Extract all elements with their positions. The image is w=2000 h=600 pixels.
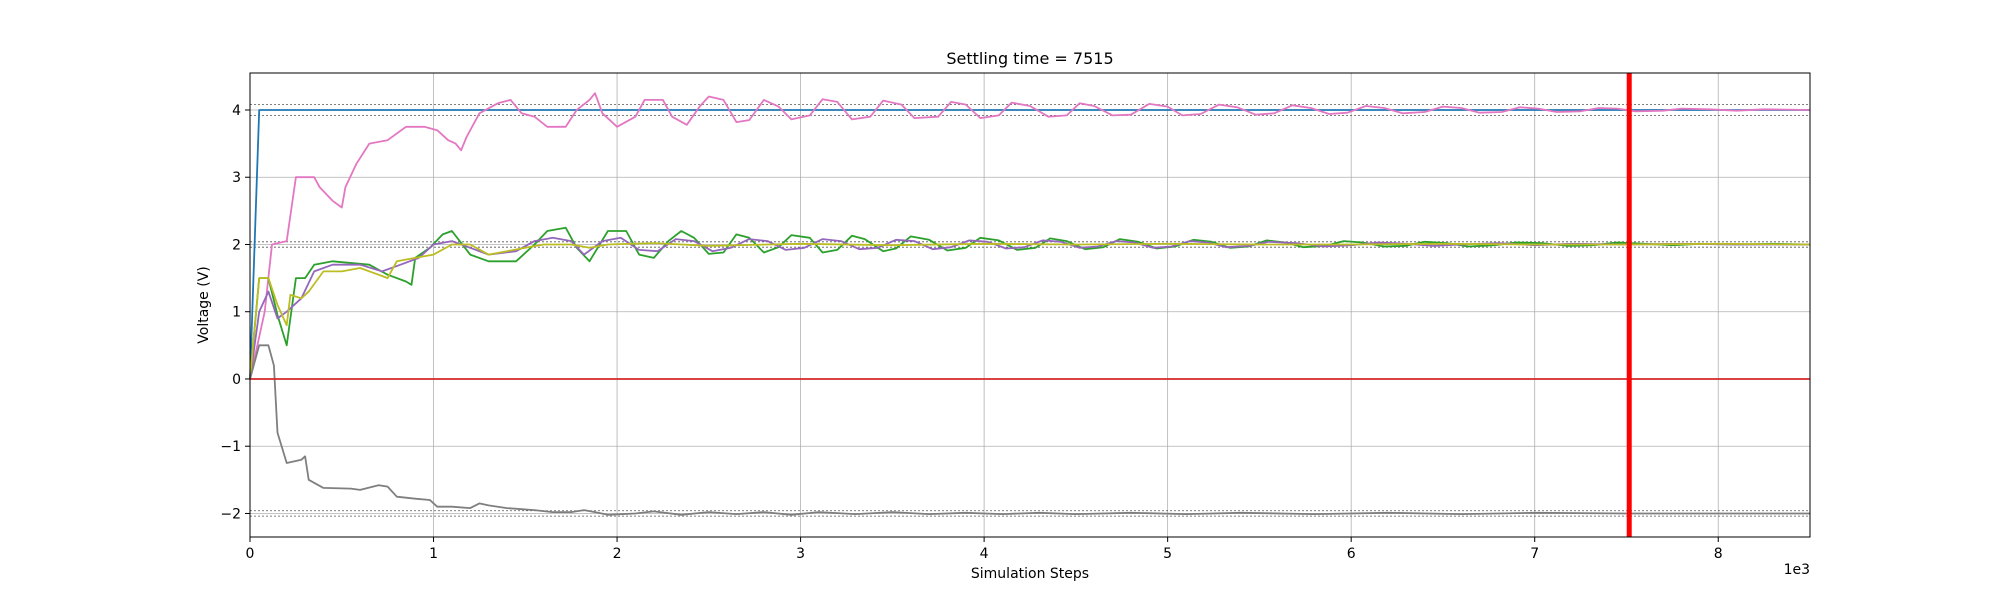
y-tick-label-6: 4 [232, 103, 241, 119]
series-line-3 [249, 236, 1810, 380]
x-axis-label: Simulation Steps [971, 566, 1089, 582]
y-tick-label-3: 1 [232, 305, 241, 321]
x-axis-offset-text: 1e3 [1784, 562, 1810, 578]
x-tick-label-7: 7 [1530, 546, 1539, 562]
chart-title: Settling time = 7515 [946, 49, 1113, 68]
series-lines [249, 92, 1811, 516]
plot-frame [249, 72, 1811, 538]
x-ticks: 0 1 2 3 4 5 6 7 8 [246, 537, 1723, 562]
grid [249, 73, 1810, 537]
y-tick-label-1: −1 [220, 439, 241, 455]
x-tick-label-0: 0 [246, 546, 255, 562]
y-tick-label-5: 3 [232, 170, 241, 186]
y-axis-label: Voltage (V) [196, 266, 212, 343]
y-tick-label-2: 0 [232, 372, 241, 388]
series-line-5 [249, 344, 1810, 516]
series-line-4 [249, 242, 1811, 380]
y-tick-label-4: 2 [232, 237, 241, 253]
x-tick-label-3: 3 [796, 546, 805, 562]
series-line-0 [249, 109, 1810, 380]
reference-bands [250, 104, 1810, 517]
y-ticks: −2 −1 0 1 2 3 4 [220, 103, 250, 522]
x-tick-label-1: 1 [429, 546, 438, 562]
y-tick-label-0: −2 [220, 506, 241, 522]
x-tick-label-2: 2 [613, 546, 622, 562]
x-tick-label-8: 8 [1714, 546, 1723, 562]
x-tick-label-6: 6 [1347, 546, 1356, 562]
series-line-2 [249, 226, 1811, 380]
x-tick-label-5: 5 [1163, 546, 1172, 562]
x-tick-label-4: 4 [980, 546, 989, 562]
series-line-1 [249, 92, 1811, 380]
